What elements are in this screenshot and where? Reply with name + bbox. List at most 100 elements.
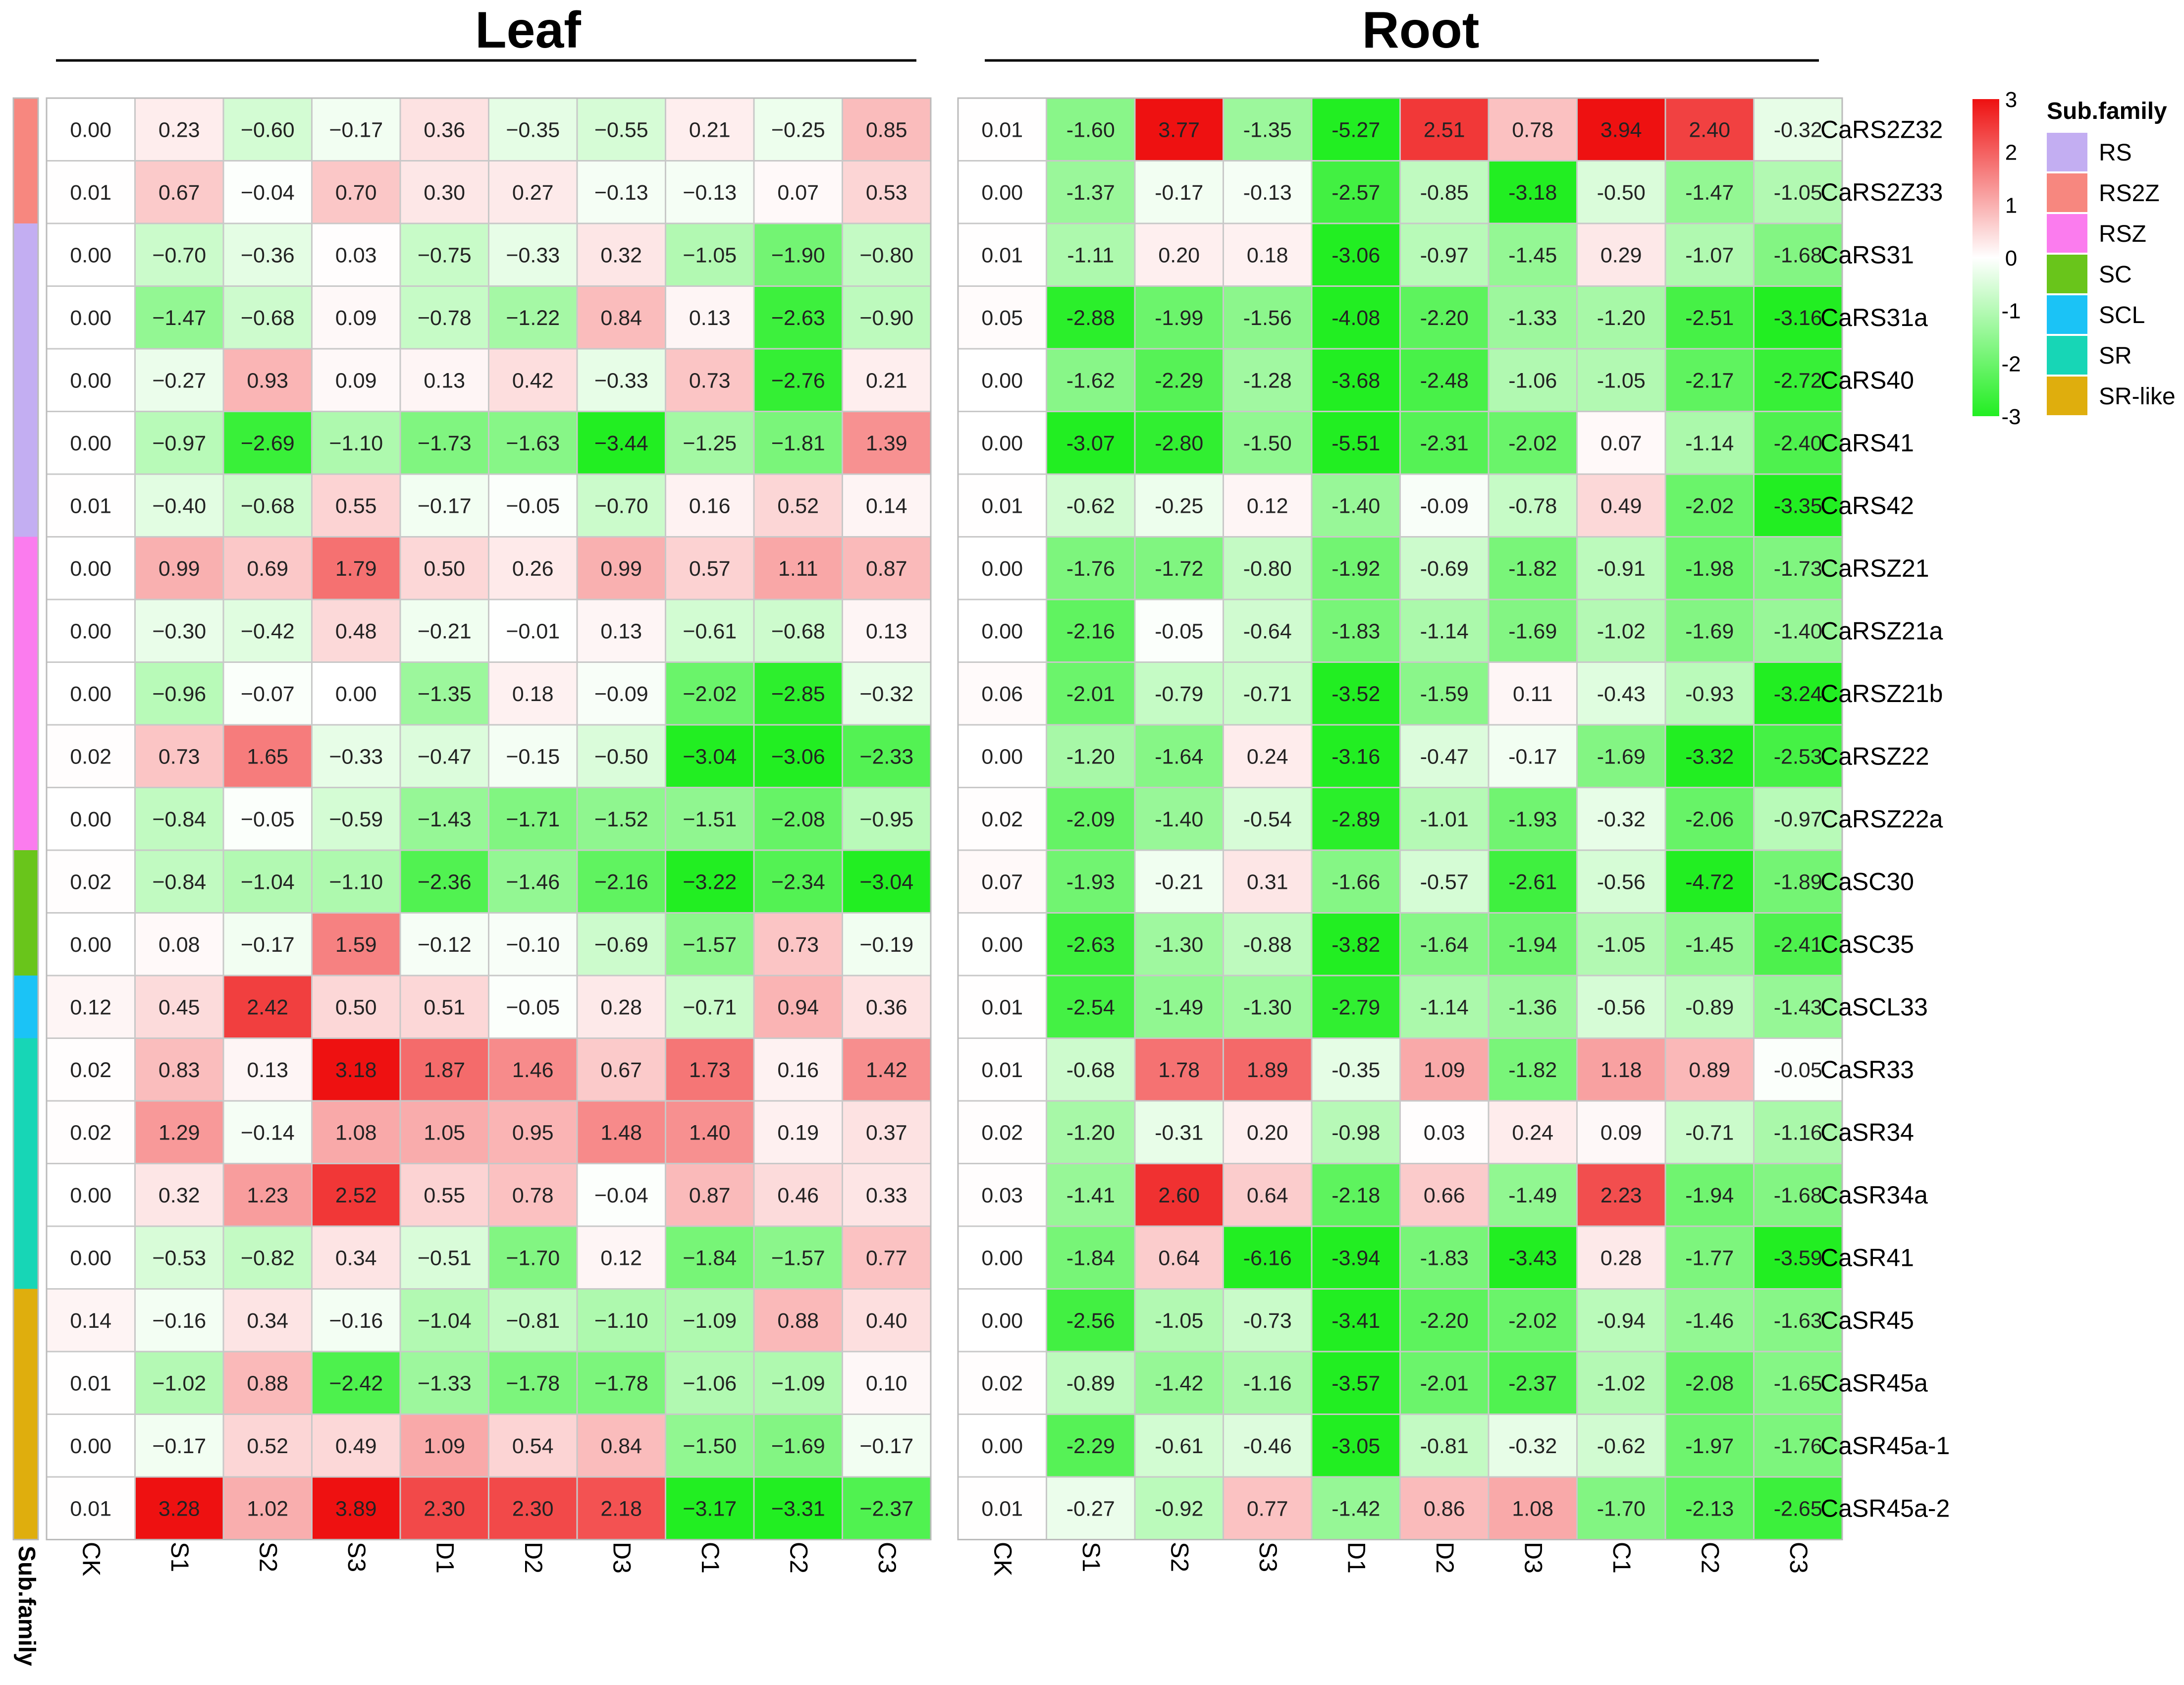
- cell-value-label: -2.02: [1685, 494, 1734, 518]
- heatmap-cell: [488, 1163, 578, 1227]
- heatmap-cell: [1134, 348, 1224, 412]
- cell-value-label: −0.60: [241, 118, 295, 142]
- cell-value-label: 0.31: [1247, 870, 1288, 894]
- cell-value-label: -1.63: [1774, 1309, 1822, 1333]
- cell-value-label: 0.02: [70, 870, 111, 894]
- heatmap-cell: [957, 661, 1047, 726]
- cell-value-label: 0.20: [1158, 243, 1200, 267]
- heatmap-cell: [1311, 285, 1401, 350]
- cell-value-label: 1.40: [689, 1121, 731, 1144]
- cell-value-label: 0.36: [866, 995, 907, 1019]
- heatmap-cell: [665, 160, 755, 224]
- cell-value-label: -2.01: [1066, 682, 1115, 706]
- cell-value-label: -2.17: [1685, 369, 1734, 392]
- subfamily-bar-segment: [13, 1226, 38, 1289]
- cell-value-label: −0.17: [329, 118, 383, 142]
- heatmap-cell: [399, 724, 489, 788]
- cell-value-label: −0.35: [506, 118, 560, 142]
- cell-value-label: -0.64: [1243, 619, 1292, 643]
- cell-value-label: -1.89: [1774, 870, 1822, 894]
- heatmap-cell: [1753, 411, 1843, 475]
- heatmap-cell: [1223, 1163, 1313, 1227]
- heatmap-cell: [311, 1100, 401, 1164]
- cell-value-label: 0.00: [981, 1309, 1023, 1333]
- heatmap-cell: [1664, 1037, 1755, 1102]
- cell-value-label: 0.05: [981, 306, 1023, 330]
- cell-value-label: −0.81: [506, 1309, 560, 1333]
- subfamily-bar-segment: [13, 349, 38, 412]
- cell-value-label: -3.07: [1066, 432, 1115, 455]
- heatmap-cell: [842, 661, 932, 726]
- cell-value-label: 0.24: [1247, 745, 1288, 768]
- cell-value-label: −0.17: [241, 933, 295, 957]
- heatmap-cell: [957, 348, 1047, 412]
- heatmap-cell: [576, 787, 666, 851]
- cell-value-label: 0.28: [1600, 1246, 1642, 1270]
- heatmap-cell: [665, 1100, 755, 1164]
- cell-value-label: -1.92: [1332, 557, 1380, 581]
- cell-value-label: -1.06: [1508, 369, 1557, 392]
- cell-value-label: -4.72: [1685, 870, 1734, 894]
- cell-value-label: -2.65: [1774, 1497, 1822, 1521]
- heatmap-cell: [665, 912, 755, 977]
- gene-label: CaSR45a-2: [1820, 1494, 1950, 1522]
- subfamily-bar-border: [12, 97, 39, 1540]
- cell-value-label: −1.10: [329, 870, 383, 894]
- cell-value-label: -6.16: [1243, 1246, 1292, 1270]
- heatmap-cell: [1399, 1476, 1490, 1540]
- heatmap-cell: [1753, 1163, 1843, 1227]
- cell-value-label: -0.47: [1420, 745, 1469, 768]
- subfamily-bar-segment: [13, 98, 38, 161]
- cell-value-label: -0.31: [1155, 1121, 1203, 1144]
- heatmap-cell: [1753, 849, 1843, 914]
- heatmap-cell: [488, 1037, 578, 1102]
- heatmap-cell: [1223, 473, 1313, 538]
- cell-value-label: 1.18: [1600, 1058, 1642, 1082]
- cell-value-label: 0.00: [981, 1246, 1023, 1270]
- heatmap-cell: [1753, 1225, 1843, 1290]
- subfamily-bar-segment: [13, 787, 38, 850]
- heatmap-cell: [222, 348, 313, 412]
- cell-value-label: -1.68: [1774, 243, 1822, 267]
- heatmap-cell: [1046, 975, 1136, 1039]
- heatmap-cell: [1223, 849, 1313, 914]
- cell-value-label: −1.04: [418, 1309, 472, 1333]
- cell-value-label: −0.33: [329, 745, 383, 768]
- heatmap-cell: [1399, 536, 1490, 600]
- gene-label: CaSR45: [1820, 1306, 1914, 1334]
- cell-value-label: -1.66: [1332, 870, 1380, 894]
- cell-value-label: −1.63: [506, 432, 560, 455]
- cell-value-label: -1.97: [1685, 1434, 1734, 1458]
- heatmap-cell: [1664, 1225, 1755, 1290]
- cell-value-label: 0.64: [1247, 1184, 1288, 1207]
- heatmap-cell: [576, 1163, 666, 1227]
- cell-value-label: 0.07: [981, 870, 1023, 894]
- heatmap-cell: [1753, 473, 1843, 538]
- gene-label: CaSC35: [1820, 930, 1914, 958]
- heatmap-cell: [46, 473, 136, 538]
- heatmap-cell: [842, 912, 932, 977]
- cell-value-label: 0.52: [777, 494, 819, 518]
- heatmap-cell: [753, 912, 843, 977]
- heatmap-cell: [1223, 348, 1313, 412]
- cell-value-label: −2.37: [859, 1497, 913, 1521]
- cell-value-label: −1.33: [418, 1371, 472, 1395]
- heatmap-cell: [134, 1163, 224, 1227]
- heatmap-cell: [1664, 661, 1755, 726]
- heatmap-cell: [1664, 724, 1755, 788]
- cell-value-label: -2.09: [1066, 808, 1115, 831]
- cell-value-label: -2.51: [1685, 306, 1734, 330]
- subfamily-bar-segment: [13, 976, 38, 1038]
- cell-value-label: 0.78: [1512, 118, 1553, 142]
- cell-value-label: −2.33: [859, 745, 913, 768]
- cell-value-label: 0.12: [1247, 494, 1288, 518]
- cell-value-label: -1.42: [1332, 1497, 1380, 1521]
- heatmap-cell: [134, 975, 224, 1039]
- subfamily-bar-segment: [13, 286, 38, 349]
- cell-value-label: -1.93: [1066, 870, 1115, 894]
- heatmap-cell: [1399, 724, 1490, 788]
- heatmap-cell: [1399, 1413, 1490, 1478]
- heatmap-cell: [1223, 1476, 1313, 1540]
- heatmap-cell: [1134, 1225, 1224, 1290]
- cell-value-label: −1.09: [683, 1309, 737, 1333]
